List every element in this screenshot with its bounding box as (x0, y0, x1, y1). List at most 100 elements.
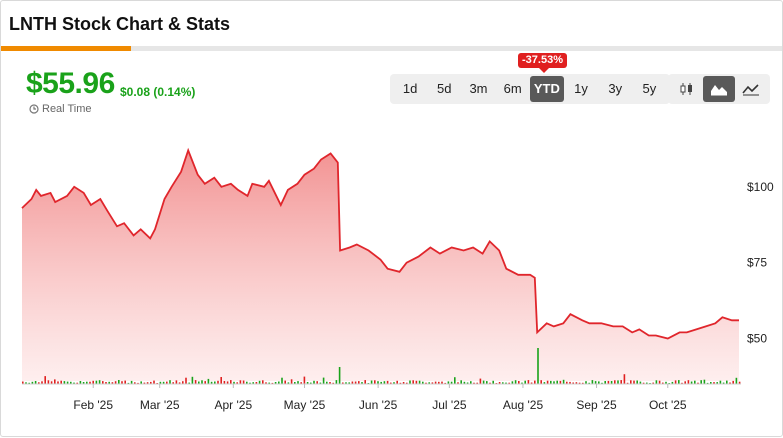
volume-bar (556, 380, 558, 384)
volume-bar (82, 382, 85, 384)
volume-bar (460, 380, 462, 384)
volume-bar (406, 382, 408, 384)
volume-bar (479, 378, 482, 384)
volume-bar (713, 382, 715, 384)
volume-bar (722, 382, 725, 384)
volume-bar (706, 382, 709, 384)
volume-bar (566, 381, 568, 384)
volume-bar (540, 380, 542, 384)
volume-bar (204, 381, 206, 384)
volume-bar (585, 381, 587, 384)
volume-bar (703, 379, 706, 384)
volume-bar (70, 381, 72, 384)
chart-type-selector (668, 74, 770, 104)
volume-bar (588, 382, 590, 384)
line-chart-button[interactable] (735, 76, 767, 102)
volume-bar (377, 381, 379, 384)
volume-bar (431, 382, 434, 384)
volume-bar (89, 381, 91, 384)
volume-bar (463, 381, 466, 384)
volume-bar (553, 381, 555, 384)
range-1d[interactable]: 1d (402, 81, 418, 96)
volume-bar (255, 382, 258, 384)
volume-bar (690, 381, 693, 384)
volume-bar (521, 382, 523, 384)
volume-bar (470, 381, 472, 384)
volume-bar (332, 382, 334, 384)
price-line (21, 147, 739, 340)
volume-bar (210, 381, 213, 384)
volume-bar (191, 376, 194, 384)
volume-bar (492, 380, 494, 384)
y-tick-label: $50 (747, 332, 767, 346)
volume-bar (121, 381, 123, 384)
volume-bar (348, 382, 350, 384)
volume-bar (252, 382, 254, 384)
volume-bar (146, 382, 149, 384)
volume-bar (153, 380, 155, 384)
volume-bar (137, 382, 139, 384)
volume-bar (79, 381, 82, 384)
candlestick-button[interactable] (671, 76, 703, 102)
page-title: LNTH Stock Chart & Stats (9, 14, 231, 34)
volume-bar (306, 382, 309, 384)
x-tick-label: Apr '25 (214, 398, 252, 412)
volume-bar (316, 381, 318, 384)
volume-bar (726, 380, 728, 384)
volume-bar (662, 382, 664, 384)
volume-bar (134, 382, 136, 384)
volume-bar (562, 379, 565, 384)
x-tick-label: May '25 (284, 398, 326, 412)
range-1y[interactable]: 1y (574, 81, 588, 96)
volume-bar (434, 381, 437, 384)
volume-bar (172, 382, 174, 384)
range-3m[interactable]: 3m (469, 81, 488, 96)
volume-bar (409, 380, 411, 384)
volume-bar (511, 381, 514, 384)
volume-bar (284, 380, 286, 384)
range-3y[interactable]: 3y (608, 81, 623, 96)
volume-bar (102, 381, 104, 384)
volume-bar (319, 382, 322, 384)
volume-bar (220, 377, 222, 384)
volume-bar (498, 382, 501, 384)
volume-bar (626, 382, 629, 384)
volume-bar (182, 381, 184, 384)
volume-bar (575, 382, 578, 384)
price-change: $0.08 (0.14%) (120, 85, 196, 99)
volume-bar (361, 382, 363, 384)
candlestick-icon (680, 83, 692, 95)
volume-bar (383, 381, 386, 384)
realtime-indicator: Real Time (29, 103, 92, 115)
range-5y[interactable]: 5y (642, 81, 657, 96)
volume-bar (223, 381, 226, 384)
volume-bar (543, 382, 546, 384)
volume-bar (226, 381, 229, 384)
volume-bar (700, 380, 702, 384)
volume-bar (124, 380, 126, 384)
volume-bar (393, 382, 395, 384)
volume-bar (550, 380, 552, 384)
volume-bar (268, 382, 270, 384)
volume-bar (188, 382, 190, 384)
volume-bar (505, 382, 507, 384)
volume-bar (486, 381, 488, 384)
range-5d[interactable]: 5d (437, 81, 452, 96)
mountain-chart-button[interactable] (703, 76, 735, 102)
volume-bar (287, 382, 290, 384)
volume-bar (326, 381, 328, 384)
volume-bar (50, 381, 53, 384)
volume-bar (537, 348, 539, 384)
volume-bar (162, 381, 165, 384)
volume-bar (655, 380, 658, 384)
volume-bar (527, 380, 530, 384)
range-6m[interactable]: 6m (503, 81, 522, 96)
volume-bar (194, 380, 197, 384)
volume-bar (57, 381, 59, 384)
volume-bar (249, 382, 251, 384)
volume-bar (329, 382, 331, 384)
volume-bar (514, 380, 517, 384)
range-ytd[interactable]: YTD (529, 76, 564, 102)
realtime-label: Real Time (42, 103, 92, 115)
price-chart[interactable]: $100 $75 $50 Feb '25 Mar '25 Apr '25 May '25 J… (1, 111, 783, 438)
